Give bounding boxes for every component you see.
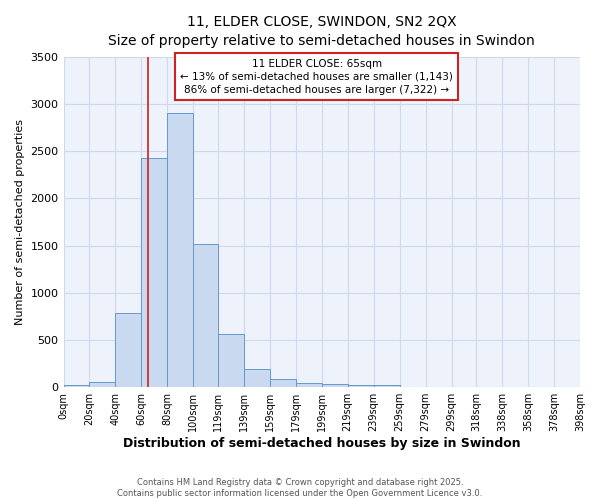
Bar (142, 158, 167, 387)
Bar (115, 312, 142, 387)
Text: 11 ELDER CLOSE: 65sqm
← 13% of semi-detached houses are smaller (1,143)
86% of s: 11 ELDER CLOSE: 65sqm ← 13% of semi-deta… (180, 58, 453, 95)
Bar (244, 369, 270, 387)
Y-axis label: Number of semi-detached properties: Number of semi-detached properties (15, 119, 25, 325)
Bar (374, 386, 400, 387)
Bar (89, 382, 115, 387)
Bar (193, 244, 218, 387)
Bar (167, 114, 193, 387)
Bar (218, 334, 244, 387)
Text: Contains HM Land Registry data © Crown copyright and database right 2025.
Contai: Contains HM Land Registry data © Crown c… (118, 478, 482, 498)
Bar (296, 384, 322, 387)
Bar (348, 385, 374, 387)
Bar (270, 378, 296, 387)
X-axis label: Distribution of semi-detached houses by size in Swindon: Distribution of semi-detached houses by … (123, 437, 521, 450)
Bar (64, 385, 89, 387)
Bar (322, 384, 348, 387)
Title: 11, ELDER CLOSE, SWINDON, SN2 2QX
Size of property relative to semi-detached hou: 11, ELDER CLOSE, SWINDON, SN2 2QX Size o… (109, 15, 535, 48)
